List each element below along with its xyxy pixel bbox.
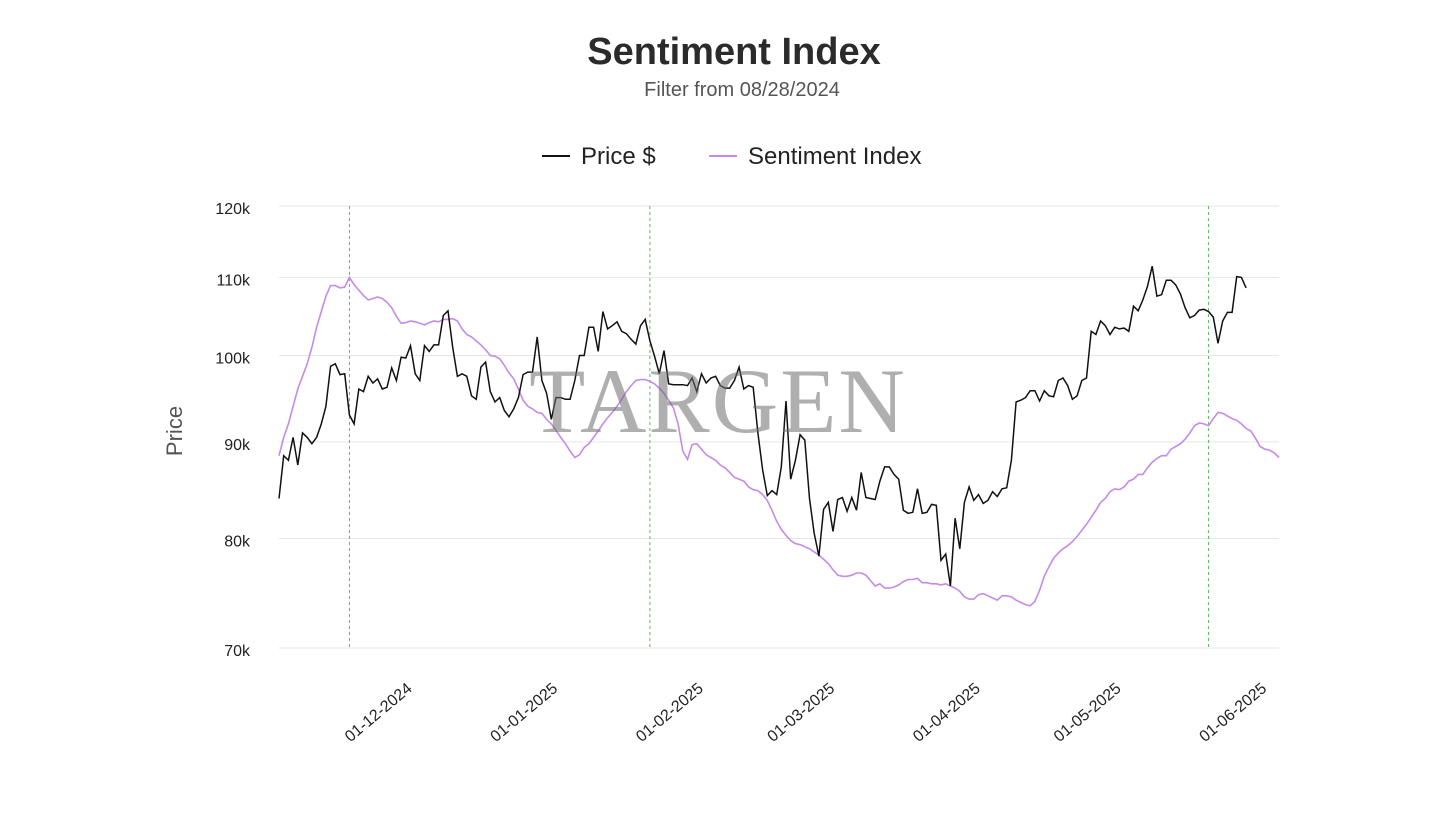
x-tick-label: 01-02-2025 (633, 680, 707, 746)
series-line-sentiment-index (278, 275, 1280, 607)
vertical-markers (348, 206, 1210, 648)
y-tick-label: 70k (224, 643, 251, 660)
gridlines (279, 205, 1279, 649)
watermark: TARGEN (529, 350, 907, 452)
x-tick-label: 01-04-2025 (910, 680, 984, 746)
chart-title: Sentiment Index (587, 31, 881, 73)
y-axis-label: Price (162, 406, 187, 456)
y-tick-label: 100k (215, 351, 251, 368)
x-tick-label: 01-01-2025 (488, 680, 562, 746)
y-tick-label: 110k (216, 272, 251, 289)
x-axis-ticks: 01-12-2024 01-01-2025 01-02-2025 01-03-2025… (342, 680, 1270, 746)
y-tick-label: 80k (224, 533, 251, 550)
y-tick-label: 120k (215, 201, 251, 218)
legend-item-price[interactable]: Price $ (542, 143, 656, 170)
legend-label-sentiment: Sentiment Index (748, 143, 921, 170)
chart-subtitle: Filter from 08/28/2024 (644, 79, 840, 101)
legend: Price $ Sentiment Index (542, 143, 921, 170)
x-tick-label: 01-06-2025 (1196, 680, 1270, 746)
legend-item-sentiment[interactable]: Sentiment Index (709, 143, 921, 170)
x-tick-label: 01-12-2024 (342, 680, 416, 746)
legend-label-price: Price $ (581, 143, 656, 170)
y-axis-ticks: 70k 80k 90k 100k 110k 120k (215, 201, 251, 660)
series-line-price (278, 266, 1247, 587)
x-tick-label: 01-03-2025 (765, 680, 839, 746)
y-tick-label: 90k (224, 437, 251, 454)
x-tick-label: 01-05-2025 (1051, 680, 1125, 746)
